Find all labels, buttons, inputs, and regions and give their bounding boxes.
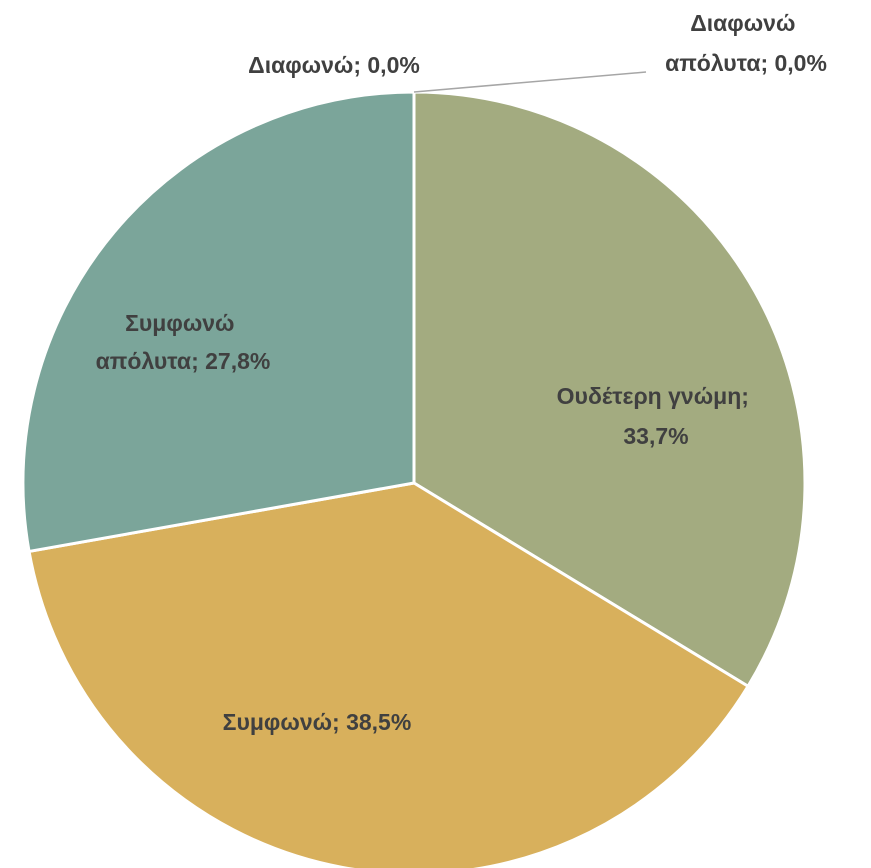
pie-slices — [21, 90, 807, 868]
leader-line-diafono-apolyta — [413, 71, 647, 93]
data-label-symfono-apolyta: Συμφωνώ απόλυτα; 27,8% — [96, 310, 271, 374]
data-label-symfono-apolyta-line2: απόλυτα; 27,8% — [96, 348, 271, 374]
data-label-diafono: Διαφωνώ; 0,0% — [248, 52, 420, 78]
data-label-symfono-line1: Συμφωνώ; 38,5% — [223, 709, 412, 735]
pie-slice-2 — [27, 481, 750, 868]
pie-slice-3 — [21, 90, 416, 553]
data-label-diafono-line1: Διαφωνώ; 0,0% — [248, 52, 420, 78]
data-label-oudeteri-gnomi: Ουδέτερη γνώμη; 33,7% — [557, 383, 756, 449]
data-label-symfono: Συμφωνώ; 38,5% — [223, 709, 412, 735]
data-label-diafono-apolyta-line1: Διαφωνώ — [690, 10, 795, 36]
data-label-diafono-apolyta-line2: απόλυτα; 0,0% — [665, 50, 827, 76]
data-label-symfono-apolyta-line1: Συμφωνώ — [125, 310, 234, 336]
data-label-oudeteri-gnomi-line2: 33,7% — [623, 423, 688, 449]
data-label-diafono-apolyta: Διαφωνώ απόλυτα; 0,0% — [665, 10, 827, 76]
data-label-oudeteri-gnomi-line1: Ουδέτερη γνώμη; — [557, 383, 749, 409]
pie-slice-1 — [412, 90, 807, 688]
